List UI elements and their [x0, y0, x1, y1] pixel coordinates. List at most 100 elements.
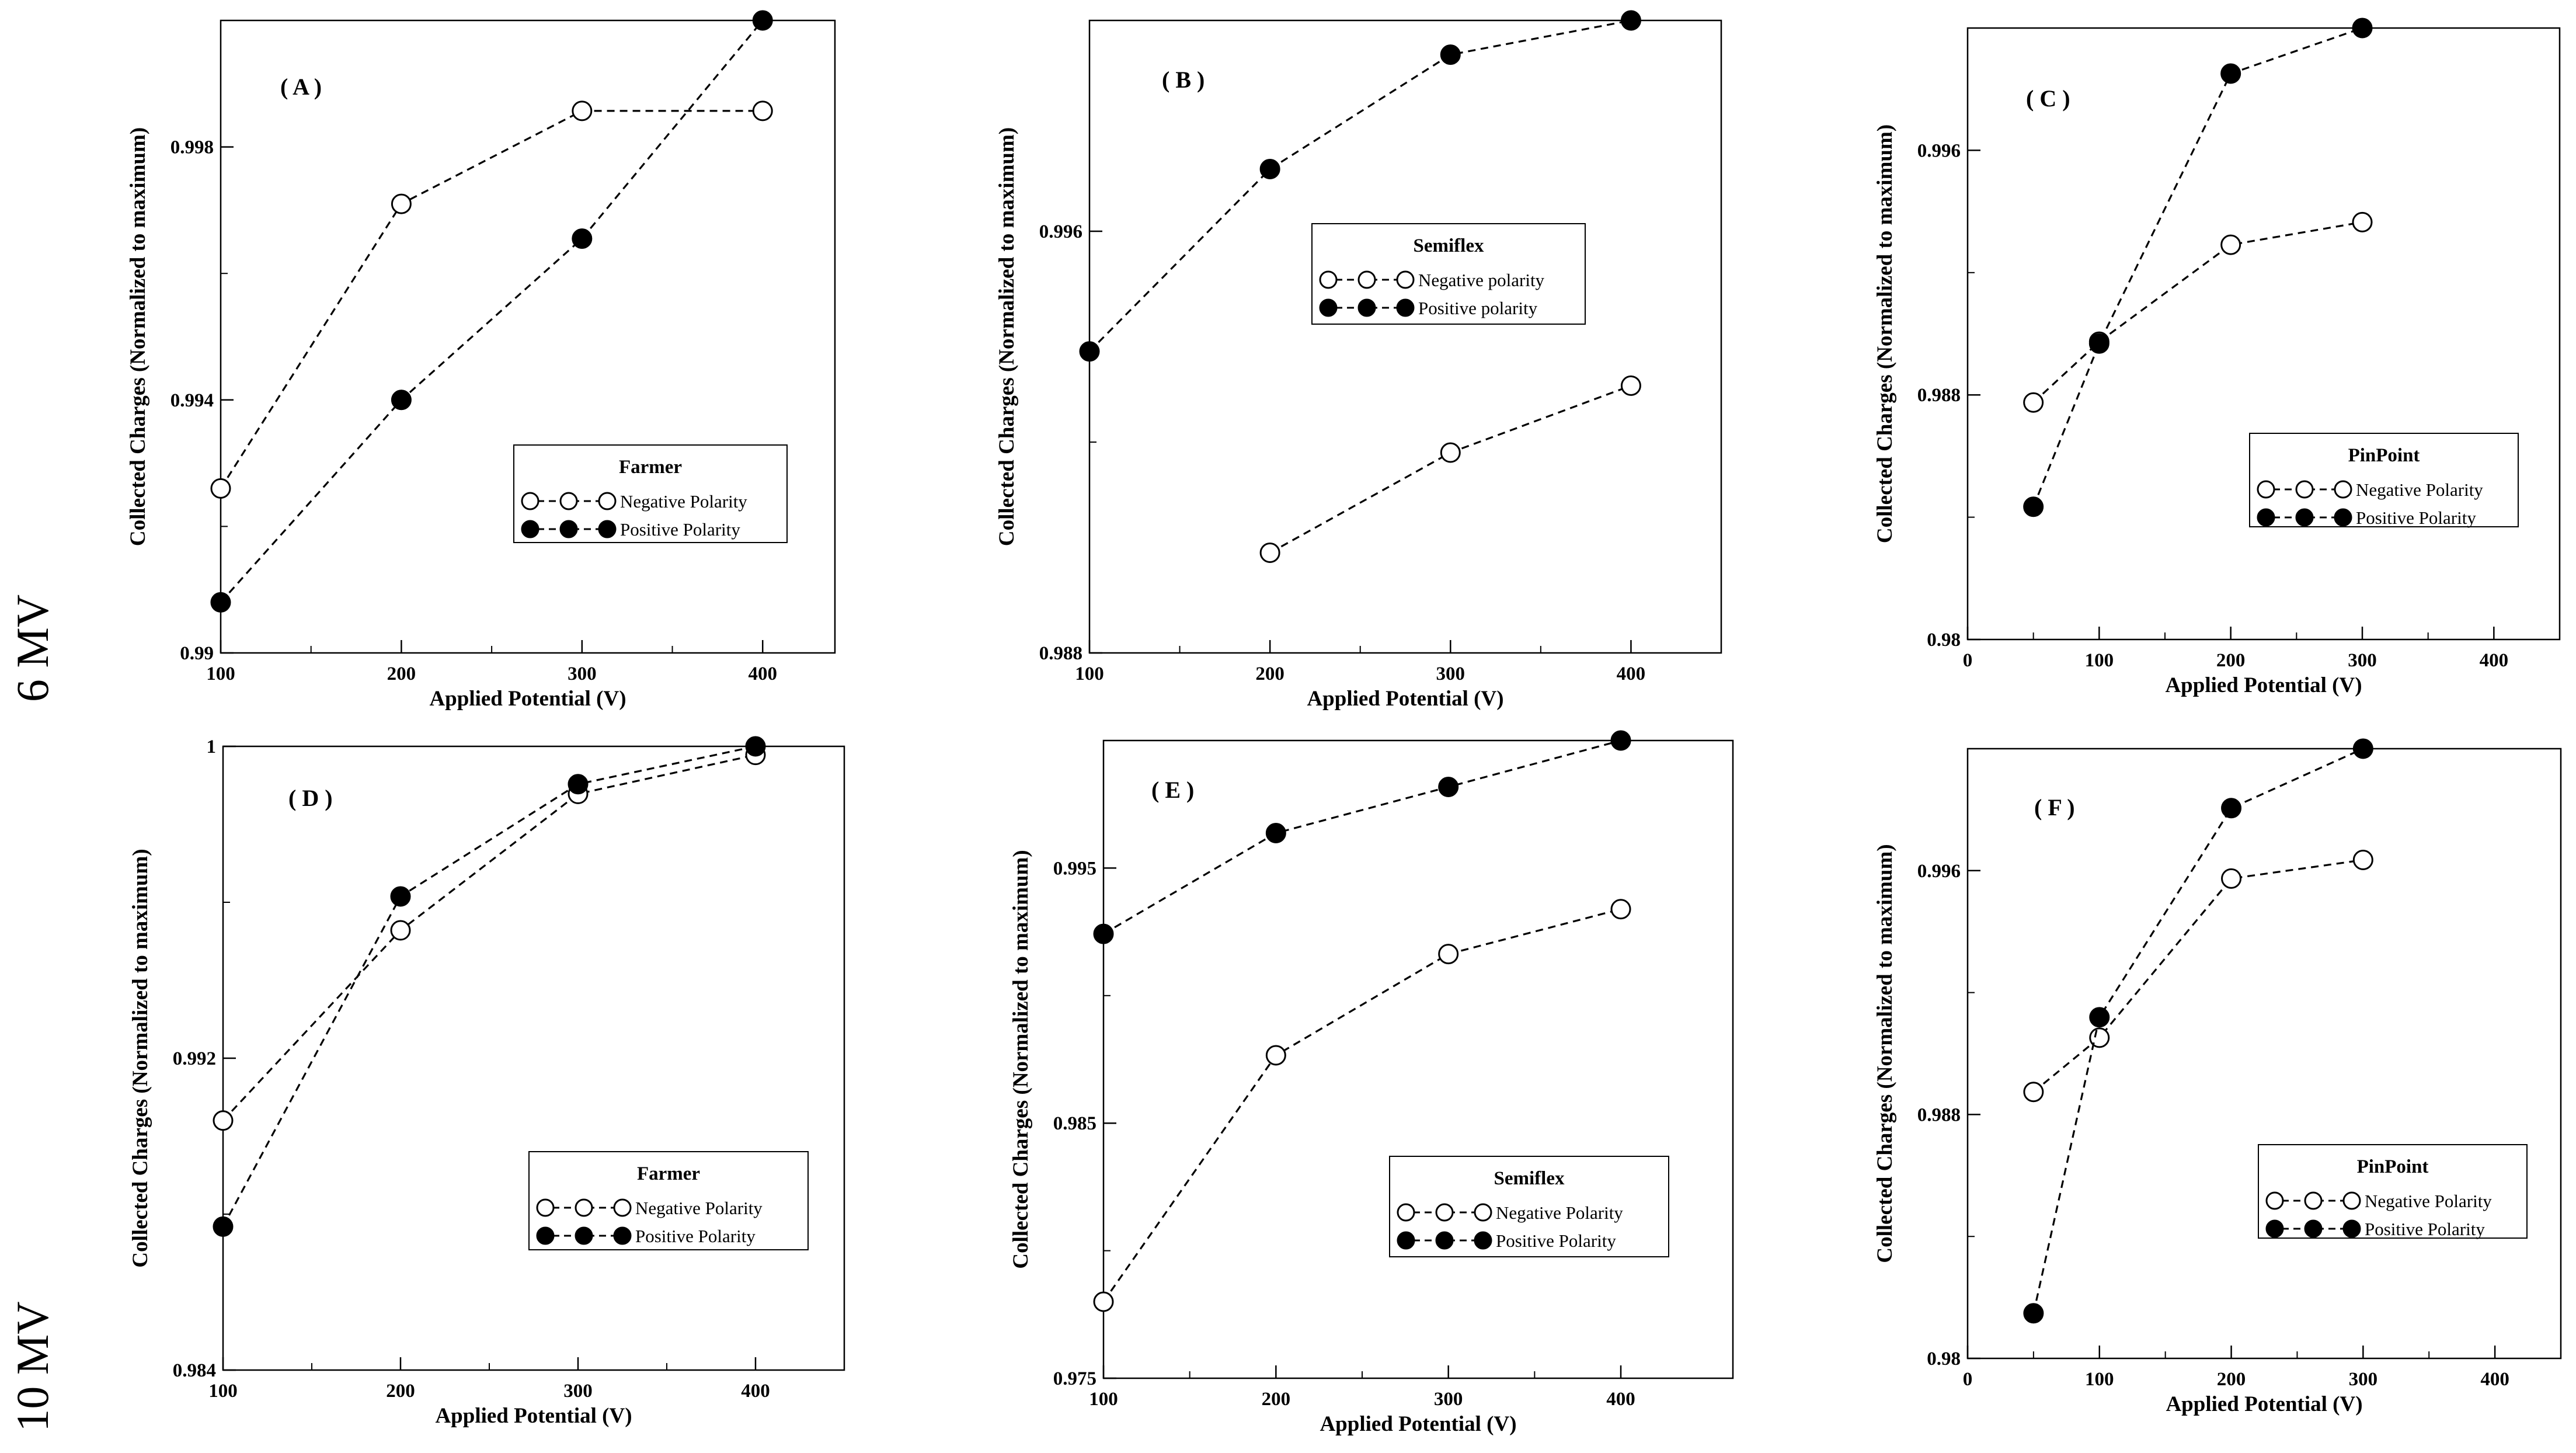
- legend-label: Negative Polarity: [2365, 1191, 2492, 1211]
- legend-swatch-marker: [1435, 1231, 1454, 1250]
- data-point-positive: [568, 774, 589, 795]
- x-tick-label: 300: [568, 663, 597, 684]
- panel-letter: ( A ): [280, 74, 322, 100]
- data-point-positive: [1610, 730, 1631, 751]
- data-point-positive: [2023, 496, 2044, 517]
- data-point-negative: [213, 1110, 234, 1131]
- x-axis-title: Applied Potential (V): [1307, 687, 1503, 711]
- legend-title: Semiflex: [1414, 235, 1484, 256]
- plot-frame: [222, 745, 845, 1371]
- legend-swatch-marker: [2342, 1191, 2361, 1210]
- legend-swatch-marker: [2295, 508, 2314, 527]
- y-tick-label: 0.995: [1053, 858, 1096, 879]
- x-tick-label: 400: [741, 1381, 770, 1402]
- y-axis-title: Collected Charges (Normalized to maximum…: [126, 127, 150, 546]
- legend-swatch-marker: [2334, 480, 2352, 499]
- row-label-6mv: 6 MV: [7, 595, 58, 702]
- legend-box: [513, 444, 788, 543]
- panel-letter: ( F ): [2034, 794, 2075, 821]
- x-tick-label: 200: [387, 663, 416, 684]
- legend-label: Negative Polarity: [620, 491, 747, 512]
- data-point-negative: [391, 193, 412, 214]
- data-point-negative: [2220, 234, 2241, 255]
- legend-swatch-marker: [575, 1198, 593, 1217]
- legend-box: [1311, 223, 1586, 325]
- plot-frame: [1966, 748, 2562, 1360]
- legend-swatch-marker: [598, 492, 617, 510]
- data-point-positive: [213, 1216, 234, 1237]
- legend-swatch-marker: [2304, 1191, 2323, 1210]
- legend-title: PinPoint: [2348, 445, 2420, 466]
- legend-box: [2249, 433, 2519, 527]
- y-tick-label: 0.99: [180, 643, 214, 664]
- legend-swatch-marker: [521, 492, 539, 510]
- legend-swatch-marker: [1357, 298, 1376, 317]
- chart-panel-4: 100 200 300 400 0.984 0.992 1 Applied Potential…: [128, 736, 845, 1428]
- legend-box: [2258, 1144, 2528, 1239]
- y-tick-label: 0.985: [1053, 1113, 1096, 1134]
- legend-swatch-marker: [1319, 298, 1338, 317]
- data-point-negative: [2221, 868, 2242, 889]
- series-line-negative: [2032, 858, 2363, 1093]
- y-tick-label: 0.975: [1053, 1368, 1096, 1389]
- legend: Semiflex Negative Polarity Positive Polari…: [1389, 1156, 1669, 1257]
- data-point-positive: [1440, 44, 1461, 65]
- data-point-positive: [2089, 1007, 2110, 1028]
- x-tick-label: 100: [206, 663, 235, 684]
- plot-frame: [1102, 739, 1734, 1379]
- series-line-positive: [220, 19, 764, 603]
- y-tick-label: 0.996: [1917, 861, 1961, 882]
- data-point-negative: [2352, 211, 2373, 232]
- series-line-negative: [1269, 384, 1631, 554]
- plot-frame: [1966, 27, 2561, 641]
- legend-swatch-marker: [1397, 1231, 1415, 1250]
- legend-swatch-marker: [2265, 1219, 2284, 1238]
- data-point-negative: [1265, 1045, 1286, 1066]
- x-tick-label: 200: [386, 1381, 415, 1402]
- x-tick-label: 200: [2217, 1369, 2246, 1390]
- data-point-positive: [1438, 776, 1459, 797]
- x-tick-label: 400: [2480, 650, 2509, 671]
- data-point-negative: [1093, 1291, 1114, 1312]
- legend-swatch-marker: [536, 1198, 555, 1217]
- x-tick-label: 100: [1075, 663, 1104, 684]
- x-tick-label: 300: [2349, 1369, 2378, 1390]
- legend-swatch-marker: [1357, 270, 1376, 289]
- x-tick-label: 100: [208, 1381, 238, 1402]
- legend-swatch-marker: [2295, 480, 2314, 499]
- data-point-positive: [2220, 63, 2241, 84]
- data-point-positive: [2088, 333, 2109, 354]
- y-axis-title: Collected Charges (Normalized to maximum…: [1009, 850, 1033, 1268]
- legend-swatch-marker: [1319, 270, 1338, 289]
- series-line-positive: [1103, 739, 1621, 935]
- legend: Farmer Negative Polarity Positive Polarity: [528, 1151, 809, 1250]
- x-axis-title: Applied Potential (V): [435, 1404, 632, 1428]
- plot-frame: [1088, 19, 1722, 654]
- legend-label: Positive Polarity: [635, 1226, 756, 1246]
- series-line-negative: [2032, 221, 2363, 404]
- legend: Semiflex Negative polarity Positive polari…: [1311, 223, 1586, 325]
- legend-label: Positive Polarity: [2356, 507, 2476, 528]
- legend-swatch-marker: [521, 520, 539, 538]
- legend-label: Negative polarity: [1418, 270, 1545, 290]
- x-tick-label: 100: [1089, 1389, 1118, 1410]
- legend-label: Positive Polarity: [620, 519, 740, 540]
- data-point-positive: [1265, 823, 1286, 844]
- y-tick-label: 1: [207, 736, 217, 757]
- legend-label: Negative Polarity: [2356, 479, 2483, 500]
- legend-title: Farmer: [637, 1163, 700, 1184]
- series-line-positive: [2032, 748, 2363, 1314]
- y-axis-title: Collected Charges (Normalized to maximum…: [995, 127, 1019, 546]
- y-tick-label: 0.98: [1927, 1348, 1961, 1369]
- legend-label: Negative Polarity: [1496, 1202, 1623, 1223]
- legend: PinPoint Negative Polarity Positive Polari…: [2258, 1144, 2528, 1239]
- panel-letter: ( D ): [288, 785, 333, 811]
- legend-swatch-marker: [2257, 480, 2275, 499]
- x-tick-label: 400: [1617, 663, 1646, 684]
- data-point-positive: [390, 886, 411, 907]
- x-tick-label: 200: [1255, 663, 1284, 684]
- data-point-positive: [1259, 159, 1280, 180]
- series-line-negative: [220, 110, 763, 489]
- data-point-negative: [1610, 899, 1631, 920]
